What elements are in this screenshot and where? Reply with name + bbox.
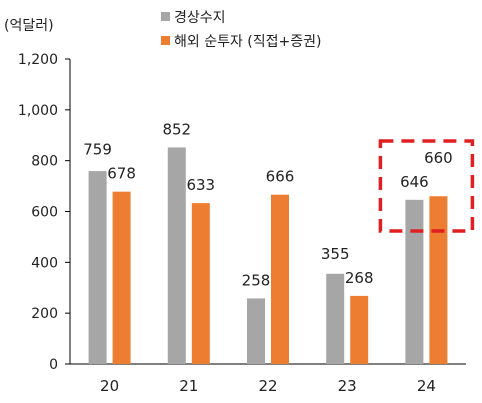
y-tick-label: 600 — [31, 205, 58, 221]
x-tick-label: 22 — [258, 377, 277, 395]
data-label-current-account-24: 646 — [400, 173, 429, 191]
bar-net-overseas-investment-21 — [191, 203, 210, 364]
data-label-current-account-21: 852 — [162, 120, 191, 138]
x-axis: 20 21 22 23 24 — [70, 363, 466, 395]
bar-current-account-24 — [405, 199, 424, 364]
bar-current-account-23 — [326, 273, 345, 364]
y-axis: 0 200 400 600 800 1,000 1,200 — [18, 52, 71, 373]
bar-current-account-21 — [167, 147, 186, 364]
data-label-net-overseas-investment-22: 666 — [266, 168, 295, 186]
bars — [88, 147, 448, 364]
y-tick-label: 800 — [31, 154, 58, 170]
bar-net-overseas-investment-22 — [271, 194, 289, 364]
legend-swatch-net-overseas-investment — [161, 36, 170, 45]
legend: 경상수지 해외 순투자 (직접+증권) — [161, 10, 321, 50]
highlight-box-24 — [378, 139, 475, 233]
data-label-current-account-20: 759 — [83, 141, 112, 159]
bar-net-overseas-investment-23 — [350, 295, 369, 364]
data-labels: 759 678 852 633 258 666 355 268 646 660 — [83, 120, 452, 289]
data-label-net-overseas-investment-21: 633 — [186, 176, 215, 194]
data-label-current-account-23: 355 — [321, 245, 350, 263]
legend-swatch-current-account — [161, 12, 170, 21]
bar-current-account-20 — [88, 171, 107, 364]
y-tick-label: 1,000 — [18, 103, 58, 119]
data-label-net-overseas-investment-24: 660 — [424, 149, 453, 167]
legend-label-net-overseas-investment: 해외 순투자 (직접+증권) — [174, 34, 321, 50]
bar-net-overseas-investment-20 — [112, 191, 131, 364]
bar-net-overseas-investment-24 — [429, 196, 448, 364]
data-label-net-overseas-investment-20: 678 — [107, 165, 136, 183]
data-label-net-overseas-investment-23: 268 — [345, 269, 374, 287]
x-tick-label: 21 — [179, 377, 198, 395]
data-label-current-account-22: 258 — [242, 271, 271, 289]
y-tick-label: 400 — [31, 255, 58, 271]
legend-label-current-account: 경상수지 — [174, 10, 226, 26]
y-tick-label: 1,200 — [18, 52, 58, 68]
x-tick-label: 23 — [338, 377, 357, 395]
bar-current-account-22 — [247, 298, 265, 364]
y-tick-label: 0 — [49, 357, 58, 373]
x-tick-label: 20 — [100, 377, 119, 395]
x-tick-label: 24 — [417, 377, 436, 395]
y-tick-label: 200 — [31, 306, 58, 322]
unit-label: (억달러) — [4, 18, 54, 34]
